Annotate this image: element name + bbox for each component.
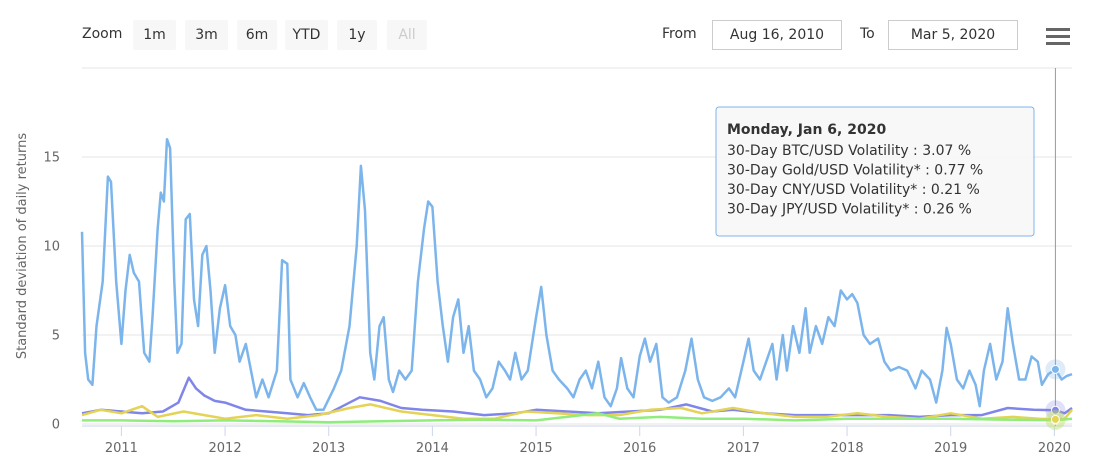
hover-marker [1050,414,1060,424]
x-tick-label: 2017 [727,441,760,456]
hover-marker [1050,364,1060,374]
tooltip-line: 30-Day CNY/USD Volatility* : 0.21 % [727,182,980,198]
x-tick-label: 2014 [416,441,449,456]
x-tick-label: 2019 [934,441,967,456]
zoom-button[interactable]: YTD [285,20,328,50]
from-label: From [662,26,697,42]
x-tick-label: 2011 [105,441,138,456]
to-label: To [860,26,875,42]
tooltip-line: 30-Day JPY/USD Volatility* : 0.26 % [727,202,972,218]
tooltip-title: Monday, Jan 6, 2020 [727,122,886,138]
x-tick-label: 2015 [520,441,553,456]
tooltip-line: 30-Day BTC/USD Volatility : 3.07 % [727,143,971,159]
x-tick-label: 2013 [312,441,345,456]
zoom-button[interactable]: 3m [185,20,228,50]
zoom-button[interactable]: 1y [337,20,377,50]
tooltip-line: 30-Day Gold/USD Volatility* : 0.77 % [727,163,983,179]
zoom-button[interactable]: 1m [133,20,176,50]
zoom-button: All [387,20,427,50]
to-input[interactable]: Mar 5, 2020 [888,20,1018,50]
from-input[interactable]: Aug 16, 2010 [712,20,842,50]
hover-marker [1050,405,1060,415]
zoom-button[interactable]: 6m [237,20,277,50]
series-line [81,403,1073,421]
series-line [82,412,1073,424]
x-tick-label: 2020 [1038,441,1071,456]
x-tick-label: 2016 [623,441,656,456]
series-line [80,137,1073,412]
y-tick-label: 5 [52,329,60,344]
y-tick-label: 0 [52,418,60,433]
tooltip-box [715,106,1035,237]
tooltip: Monday, Jan 6, 2020 30-Day BTC/USD Volati… [715,106,1035,237]
y-tick-label: 15 [43,151,60,166]
x-tick-label: 2012 [209,441,242,456]
y-tick-label: 10 [43,240,60,255]
series-line [81,376,1073,419]
menu-icon[interactable] [1046,28,1070,45]
y-axis-label: Standard deviation of daily returns [15,133,30,360]
zoom-label: Zoom [82,26,123,42]
x-tick-label: 2018 [831,441,864,456]
